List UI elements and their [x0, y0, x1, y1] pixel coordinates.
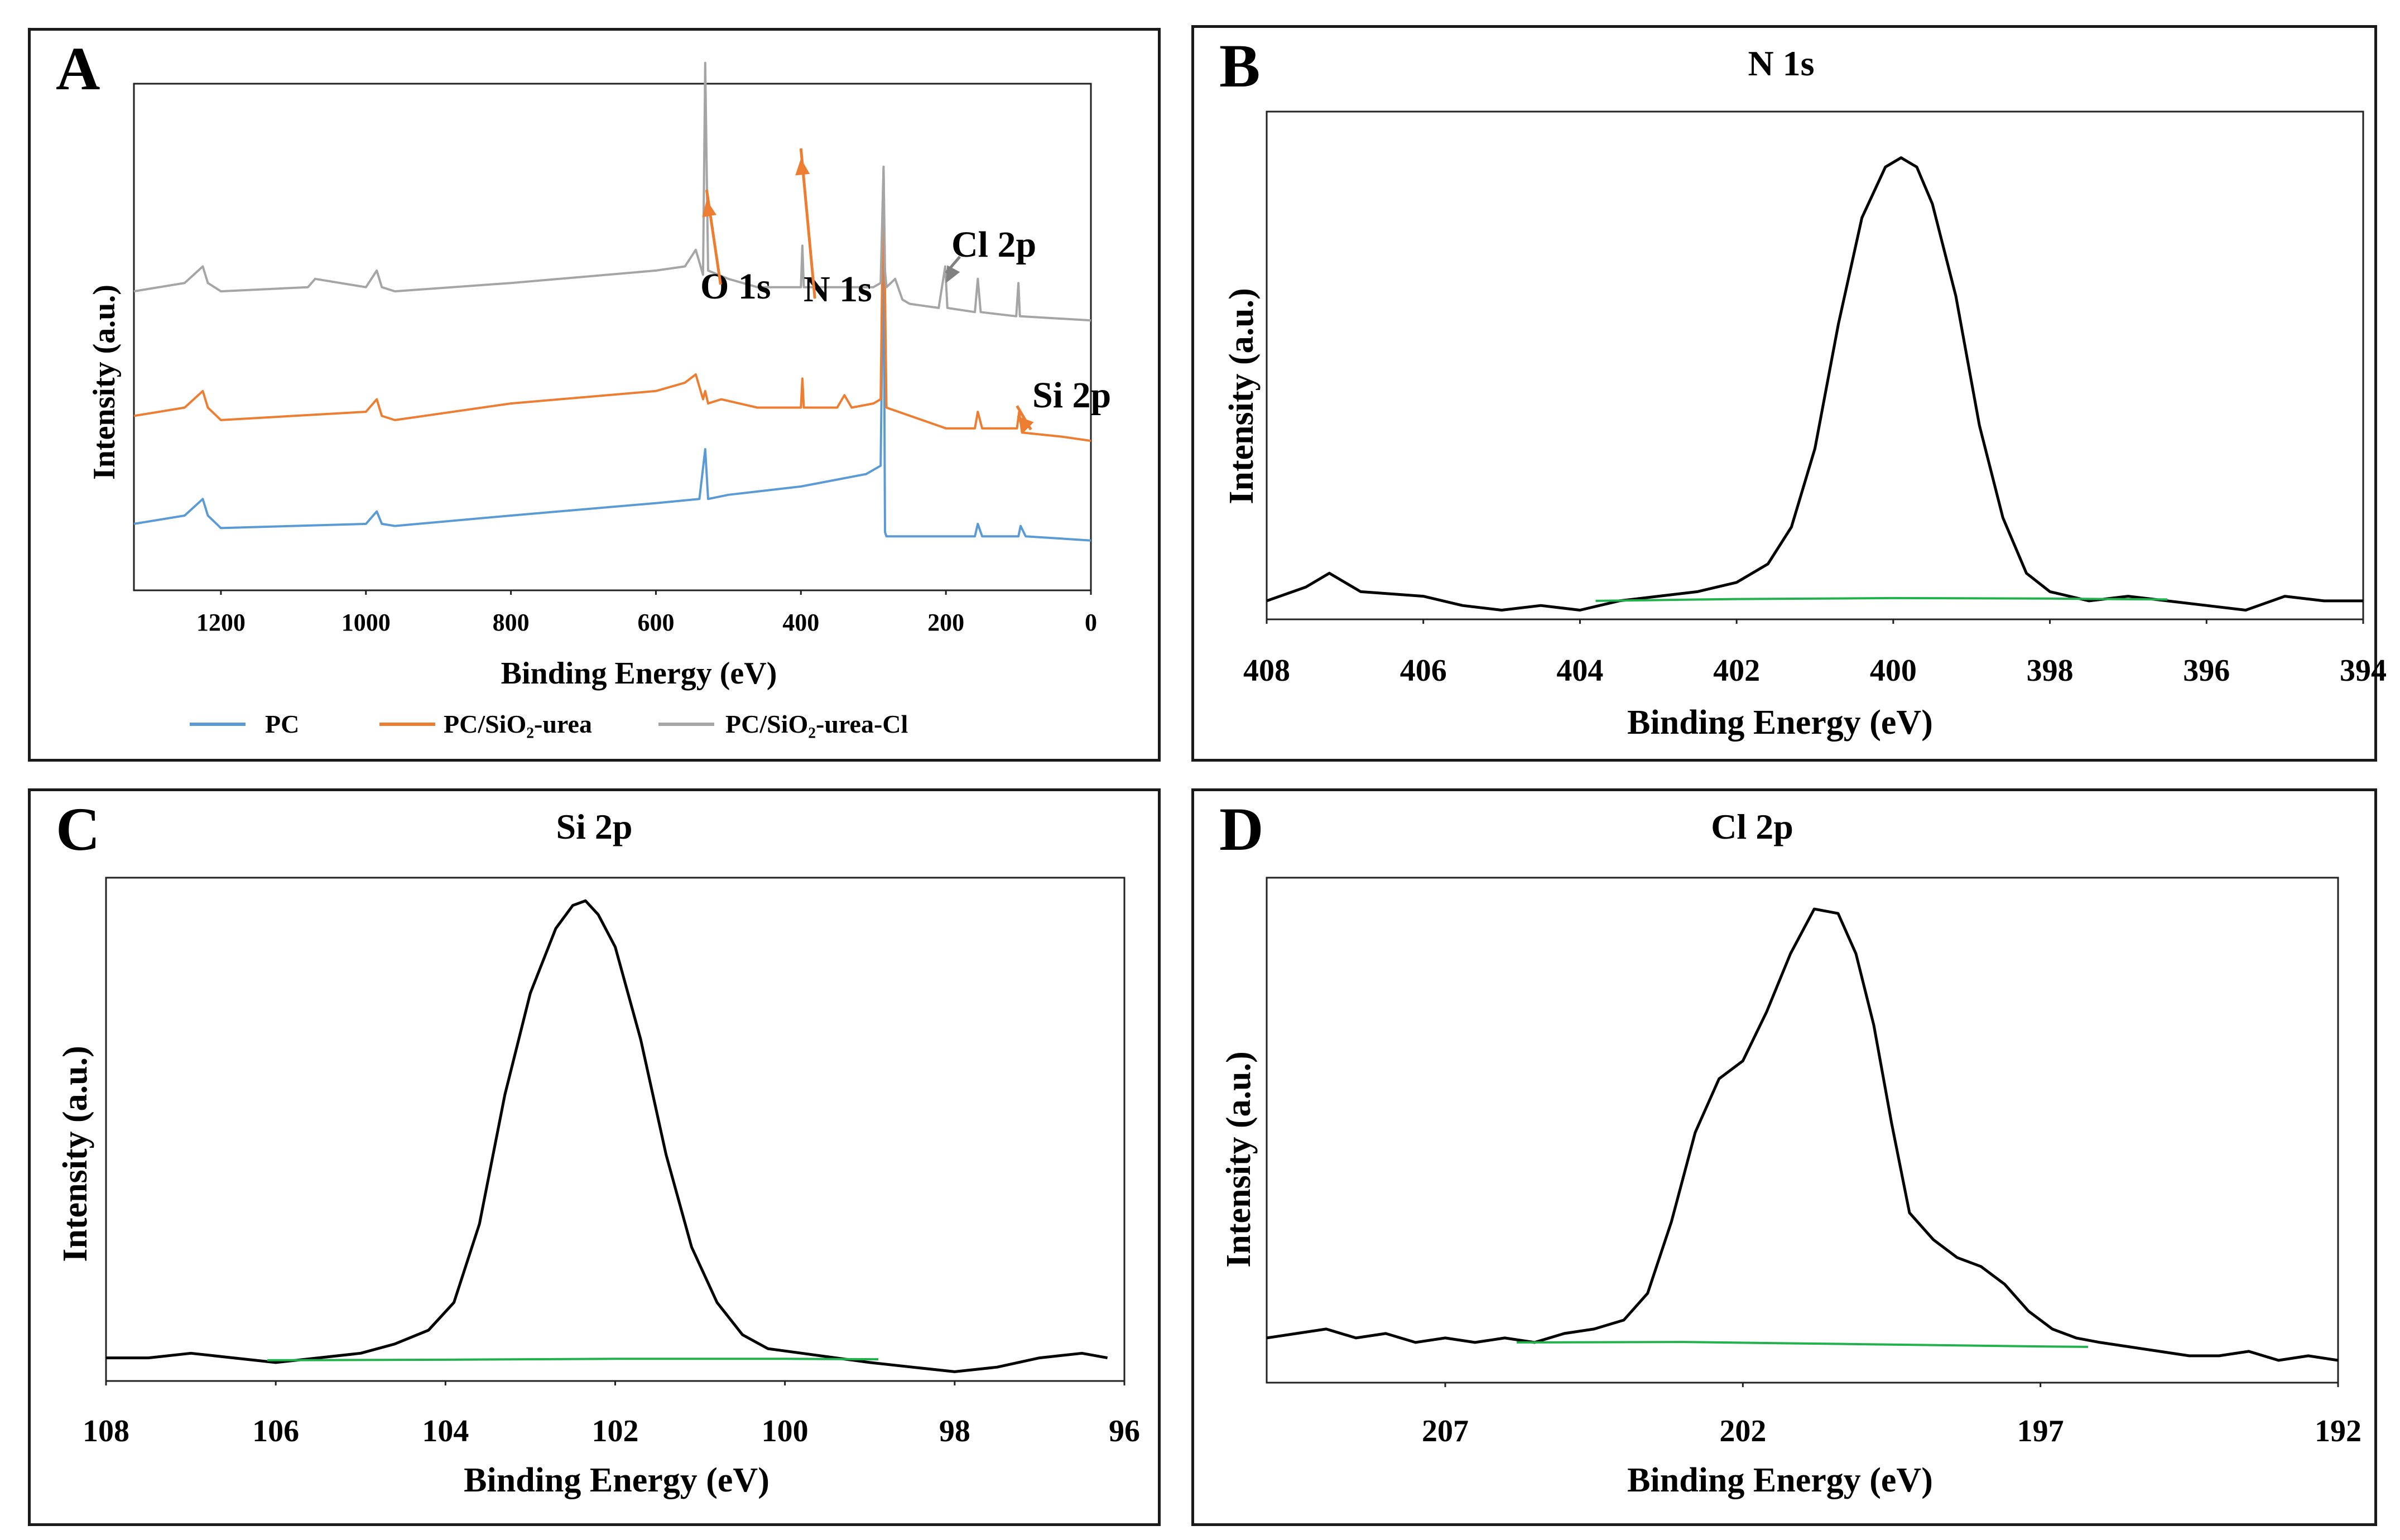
chart-d-tick-label: 197	[2017, 1414, 2064, 1448]
chart-c-x-ticks: 108 106 104 102 100 98 96	[83, 1381, 1140, 1448]
chart-c-title: Si 2p	[556, 807, 633, 846]
chart-c-tick-label: 96	[1109, 1414, 1140, 1448]
chart-b-tick-label: 400	[1870, 653, 1917, 688]
legend-label-pc-sio2-urea: PC/SiO₂-urea	[444, 710, 592, 738]
chart-a: A 1200 1000 800 600 400 200 0 Binding Energy (…	[56, 35, 1111, 738]
annotation-arrow-head-0	[702, 200, 717, 218]
chart-d-plot-area	[1266, 877, 2339, 1384]
chart-b-ylabel: Intensity (a.u.)	[1223, 288, 1261, 504]
annotation-si2p: Si 2p	[1032, 375, 1111, 416]
chart-a-ylabel: Intensity (a.u.)	[87, 285, 122, 480]
chart-b-tick-label: 408	[1243, 653, 1290, 688]
chart-a-tick-label: 1000	[342, 609, 391, 636]
chart-a-tick-label: 0	[1085, 609, 1097, 636]
chart-d: D Cl 2p 207 202 197 192 Binding Energy (eV)…	[1219, 795, 2361, 1499]
chart-b-tick-label: 406	[1400, 653, 1447, 688]
chart-b-tick-label: 396	[2183, 653, 2230, 688]
chart-c: C Si 2p 108 106 104 102 100 98 96 Binding Ener…	[56, 795, 1140, 1499]
chart-b-xlabel: Binding Energy (eV)	[1627, 704, 1933, 742]
chart-d-ylabel: Intensity (a.u.)	[1220, 1051, 1258, 1268]
chart-a-series-line-1	[133, 165, 1091, 442]
chart-a-series-line-2	[133, 61, 1091, 322]
chart-b-tick-label: 402	[1713, 653, 1760, 688]
chart-c-series-background	[267, 1358, 879, 1361]
chart-b-tick-label: 404	[1556, 653, 1603, 688]
chart-a-tick-label: 400	[782, 609, 819, 636]
panel-a: A 1200 1000 800 600 400 200 0 Binding Energy (…	[28, 28, 1161, 762]
chart-d-series-background	[1516, 1341, 2089, 1348]
chart-c-plot-area	[105, 877, 1126, 1382]
chart-a-legend: PC PC/SiO₂-urea PC/SiO₂-urea-Cl	[190, 710, 908, 738]
annotation-cl2p: Cl 2p	[951, 224, 1036, 265]
chart-d-series-line-0	[1266, 907, 2339, 1362]
chart-b: B N 1s 408 406 404 402 400 398 396 394 Binding …	[1219, 32, 2387, 742]
chart-c-tick-label: 102	[592, 1414, 639, 1448]
annotation-arrow-head-1	[795, 158, 810, 176]
chart-a-tick-label: 1200	[196, 609, 246, 636]
chart-c-frame	[105, 877, 1126, 1382]
legend-label-pc-sio2-urea-cl: PC/SiO₂-urea-Cl	[725, 710, 908, 738]
chart-a-annotations: O 1s N 1s Cl 2p Si 2p	[700, 148, 1111, 433]
chart-c-xlabel: Binding Energy (eV)	[464, 1461, 769, 1499]
legend-label-pc: PC	[265, 710, 299, 738]
panel-letter-c: C	[56, 795, 100, 863]
chart-c-ylabel: Intensity (a.u.)	[56, 1046, 94, 1262]
chart-b-series-line-0	[1266, 156, 2363, 612]
panel-letter-b: B	[1219, 32, 1260, 100]
chart-a-tick-label: 200	[927, 609, 964, 636]
chart-a-xlabel: Binding Energy (eV)	[501, 656, 777, 691]
annotation-o1s: O 1s	[700, 266, 771, 307]
annotation-arrow-head-3	[1017, 416, 1034, 433]
chart-d-xlabel: Binding Energy (eV)	[1627, 1461, 1933, 1499]
chart-b-frame	[1266, 110, 2364, 620]
annotation-arrow-head-2	[946, 265, 960, 283]
chart-a-series-line-0	[133, 228, 1091, 542]
chart-a-tick-label: 800	[493, 609, 530, 636]
chart-c-tick-label: 98	[939, 1414, 970, 1448]
chart-d-tick-label: 202	[1719, 1414, 1766, 1448]
panel-letter-d: D	[1219, 795, 1263, 863]
panel-letter-a: A	[56, 35, 100, 103]
chart-d-tick-label: 192	[2315, 1414, 2361, 1448]
panel-d: D Cl 2p 207 202 197 192 Binding Energy (eV)…	[1191, 788, 2377, 1526]
chart-d-title: Cl 2p	[1711, 807, 1793, 846]
chart-a-tick-label: 600	[637, 609, 674, 636]
chart-a-plot-area	[133, 61, 1092, 591]
chart-b-series-background	[1595, 596, 2168, 602]
chart-a-x-ticks: 1200 1000 800 600 400 200 0	[196, 590, 1097, 636]
chart-c-tick-label: 106	[252, 1414, 299, 1448]
panel-b: B N 1s 408 406 404 402 400 398 396 394 Binding …	[1191, 25, 2387, 762]
chart-c-tick-label: 104	[422, 1414, 469, 1448]
chart-c-tick-label: 100	[762, 1414, 809, 1448]
chart-c-series-line-0	[106, 899, 1108, 1373]
chart-b-title: N 1s	[1748, 44, 1814, 83]
chart-d-x-ticks: 207 202 197 192	[1422, 1383, 2361, 1448]
chart-c-tick-label: 108	[83, 1414, 129, 1448]
chart-d-frame	[1266, 877, 2339, 1384]
chart-a-frame	[133, 83, 1092, 591]
chart-b-x-ticks: 408 406 404 402 400 398 396 394	[1243, 619, 2387, 688]
chart-b-plot-area	[1266, 110, 2364, 620]
panel-c: C Si 2p 108 106 104 102 100 98 96 Binding Ener…	[28, 788, 1161, 1526]
chart-d-tick-label: 207	[1422, 1414, 1469, 1448]
chart-b-tick-label: 394	[2340, 653, 2387, 688]
chart-b-tick-label: 398	[2027, 653, 2074, 688]
